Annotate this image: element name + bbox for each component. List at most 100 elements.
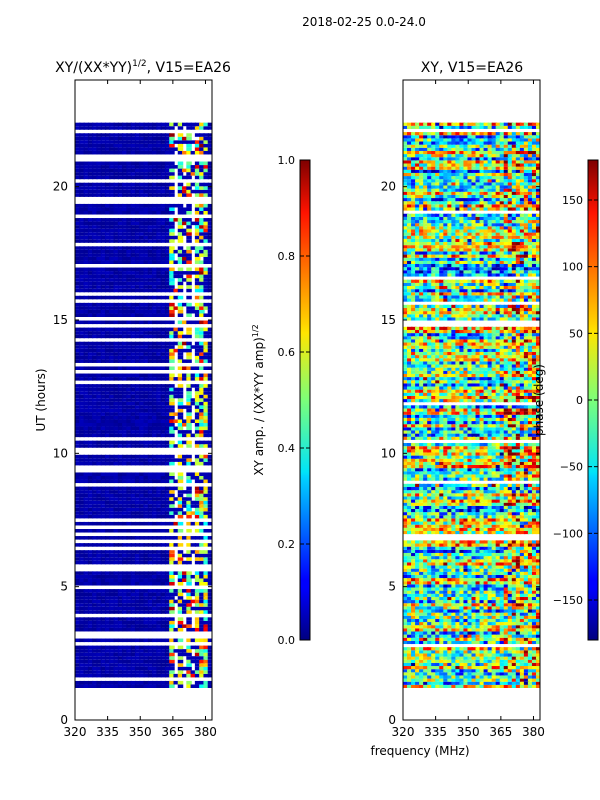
heatmap-cell (87, 504, 94, 508)
heatmap-cell (139, 511, 145, 515)
heatmap-cell (75, 592, 81, 597)
heatmap-cell (126, 596, 132, 600)
heatmap-cell (147, 228, 154, 233)
heatmap-cell (164, 592, 171, 597)
heatmap-cell (160, 670, 167, 674)
heatmap-cell (117, 387, 124, 392)
heatmap-cell (96, 271, 102, 275)
heatmap-cell (122, 253, 128, 257)
heatmap-cell (423, 631, 429, 635)
heatmap-cell (113, 415, 120, 420)
heatmap-cell (475, 666, 482, 670)
heatmap-cell (152, 606, 158, 611)
heatmap-cell (503, 606, 510, 610)
heatmap-cell (134, 433, 141, 438)
heatmap-cell (173, 334, 179, 339)
heatmap-cell (96, 359, 102, 363)
heatmap-cell (169, 663, 175, 667)
heatmap-cell (415, 659, 421, 663)
heatmap-cell (475, 609, 482, 613)
heatmap-cell (207, 235, 212, 240)
heatmap-cell (199, 507, 205, 512)
heatmap-cell (519, 625, 526, 629)
heatmap-cell (194, 497, 201, 501)
heatmap-cell (483, 684, 490, 688)
heatmap-cell (194, 278, 201, 282)
heatmap-cell (92, 377, 98, 381)
heatmap-cell (203, 461, 209, 466)
heatmap-cell (169, 168, 175, 173)
heatmap-cell (139, 140, 145, 144)
heatmap-cell (199, 599, 205, 604)
heatmap-cell (169, 327, 175, 332)
heatmap-cell (467, 596, 473, 601)
heatmap-cell (83, 334, 90, 339)
heatmap-cell (164, 306, 171, 310)
heatmap-cell (143, 574, 149, 579)
heatmap-cell (479, 628, 486, 632)
heatmap-cell (207, 278, 212, 282)
heatmap-cell (130, 182, 137, 187)
heatmap-cell (122, 426, 128, 431)
heatmap-cell (160, 553, 167, 558)
heatmap-cell (194, 426, 201, 431)
heatmap-cell (431, 634, 437, 638)
heatmap-cell (177, 285, 184, 289)
heatmap-cell (100, 433, 107, 438)
heatmap-cell (463, 628, 469, 632)
heatmap-cell (126, 419, 132, 423)
heatmap-cell (203, 666, 209, 671)
heatmap-cell (139, 218, 145, 222)
heatmap-cell (527, 593, 534, 597)
heatmap-cell (152, 168, 158, 173)
heatmap-cell (471, 634, 477, 638)
heatmap-cell (87, 309, 94, 314)
heatmap-cell (96, 603, 102, 607)
heatmap-cell (199, 352, 205, 356)
heatmap-cell (100, 249, 107, 254)
heatmap-cell (117, 140, 124, 144)
heatmap-cell (199, 302, 205, 307)
heatmap-cell (130, 225, 137, 229)
heatmap-cell (92, 384, 98, 388)
heatmap-cell (139, 624, 145, 628)
heatmap-cell (467, 656, 473, 660)
heatmap-cell (160, 557, 167, 561)
heatmap-cell (194, 172, 201, 176)
heatmap-cell (447, 593, 453, 597)
heatmap-cell (130, 147, 137, 151)
heatmap-cell (147, 458, 154, 462)
heatmap-cell (126, 472, 132, 476)
heatmap-cell (83, 684, 90, 688)
heatmap-cell (117, 440, 124, 445)
heatmap-cell (152, 218, 158, 222)
heatmap-cell (100, 627, 107, 632)
heatmap-cell (203, 610, 209, 614)
heatmap-cell (100, 472, 107, 476)
heatmap-cell (75, 391, 81, 395)
heatmap-cell (207, 172, 212, 176)
heatmap-cell (535, 625, 540, 629)
heatmap-cell (467, 647, 473, 651)
heatmap-cell (122, 309, 128, 314)
heatmap-cell (92, 620, 98, 625)
heatmap-cell (92, 529, 98, 533)
heatmap-cell (109, 645, 115, 650)
heatmap-cell (96, 670, 102, 674)
heatmap-cell (455, 625, 461, 629)
heatmap-cell (75, 221, 81, 226)
heatmap-cell (186, 373, 192, 378)
heatmap-cell (403, 634, 409, 638)
heatmap-cell (203, 426, 209, 431)
heatmap-cell (467, 681, 473, 685)
heatmap-cell (186, 256, 192, 261)
heatmap-cell (87, 288, 94, 293)
heatmap-cell (487, 666, 494, 670)
heatmap-cell (199, 355, 205, 360)
heatmap-cell (75, 412, 81, 416)
heatmap-cell (199, 143, 205, 148)
heatmap-cell (104, 172, 111, 176)
heatmap-cell (164, 617, 171, 621)
heatmap-cell (113, 680, 120, 685)
heatmap-cell (109, 295, 115, 300)
